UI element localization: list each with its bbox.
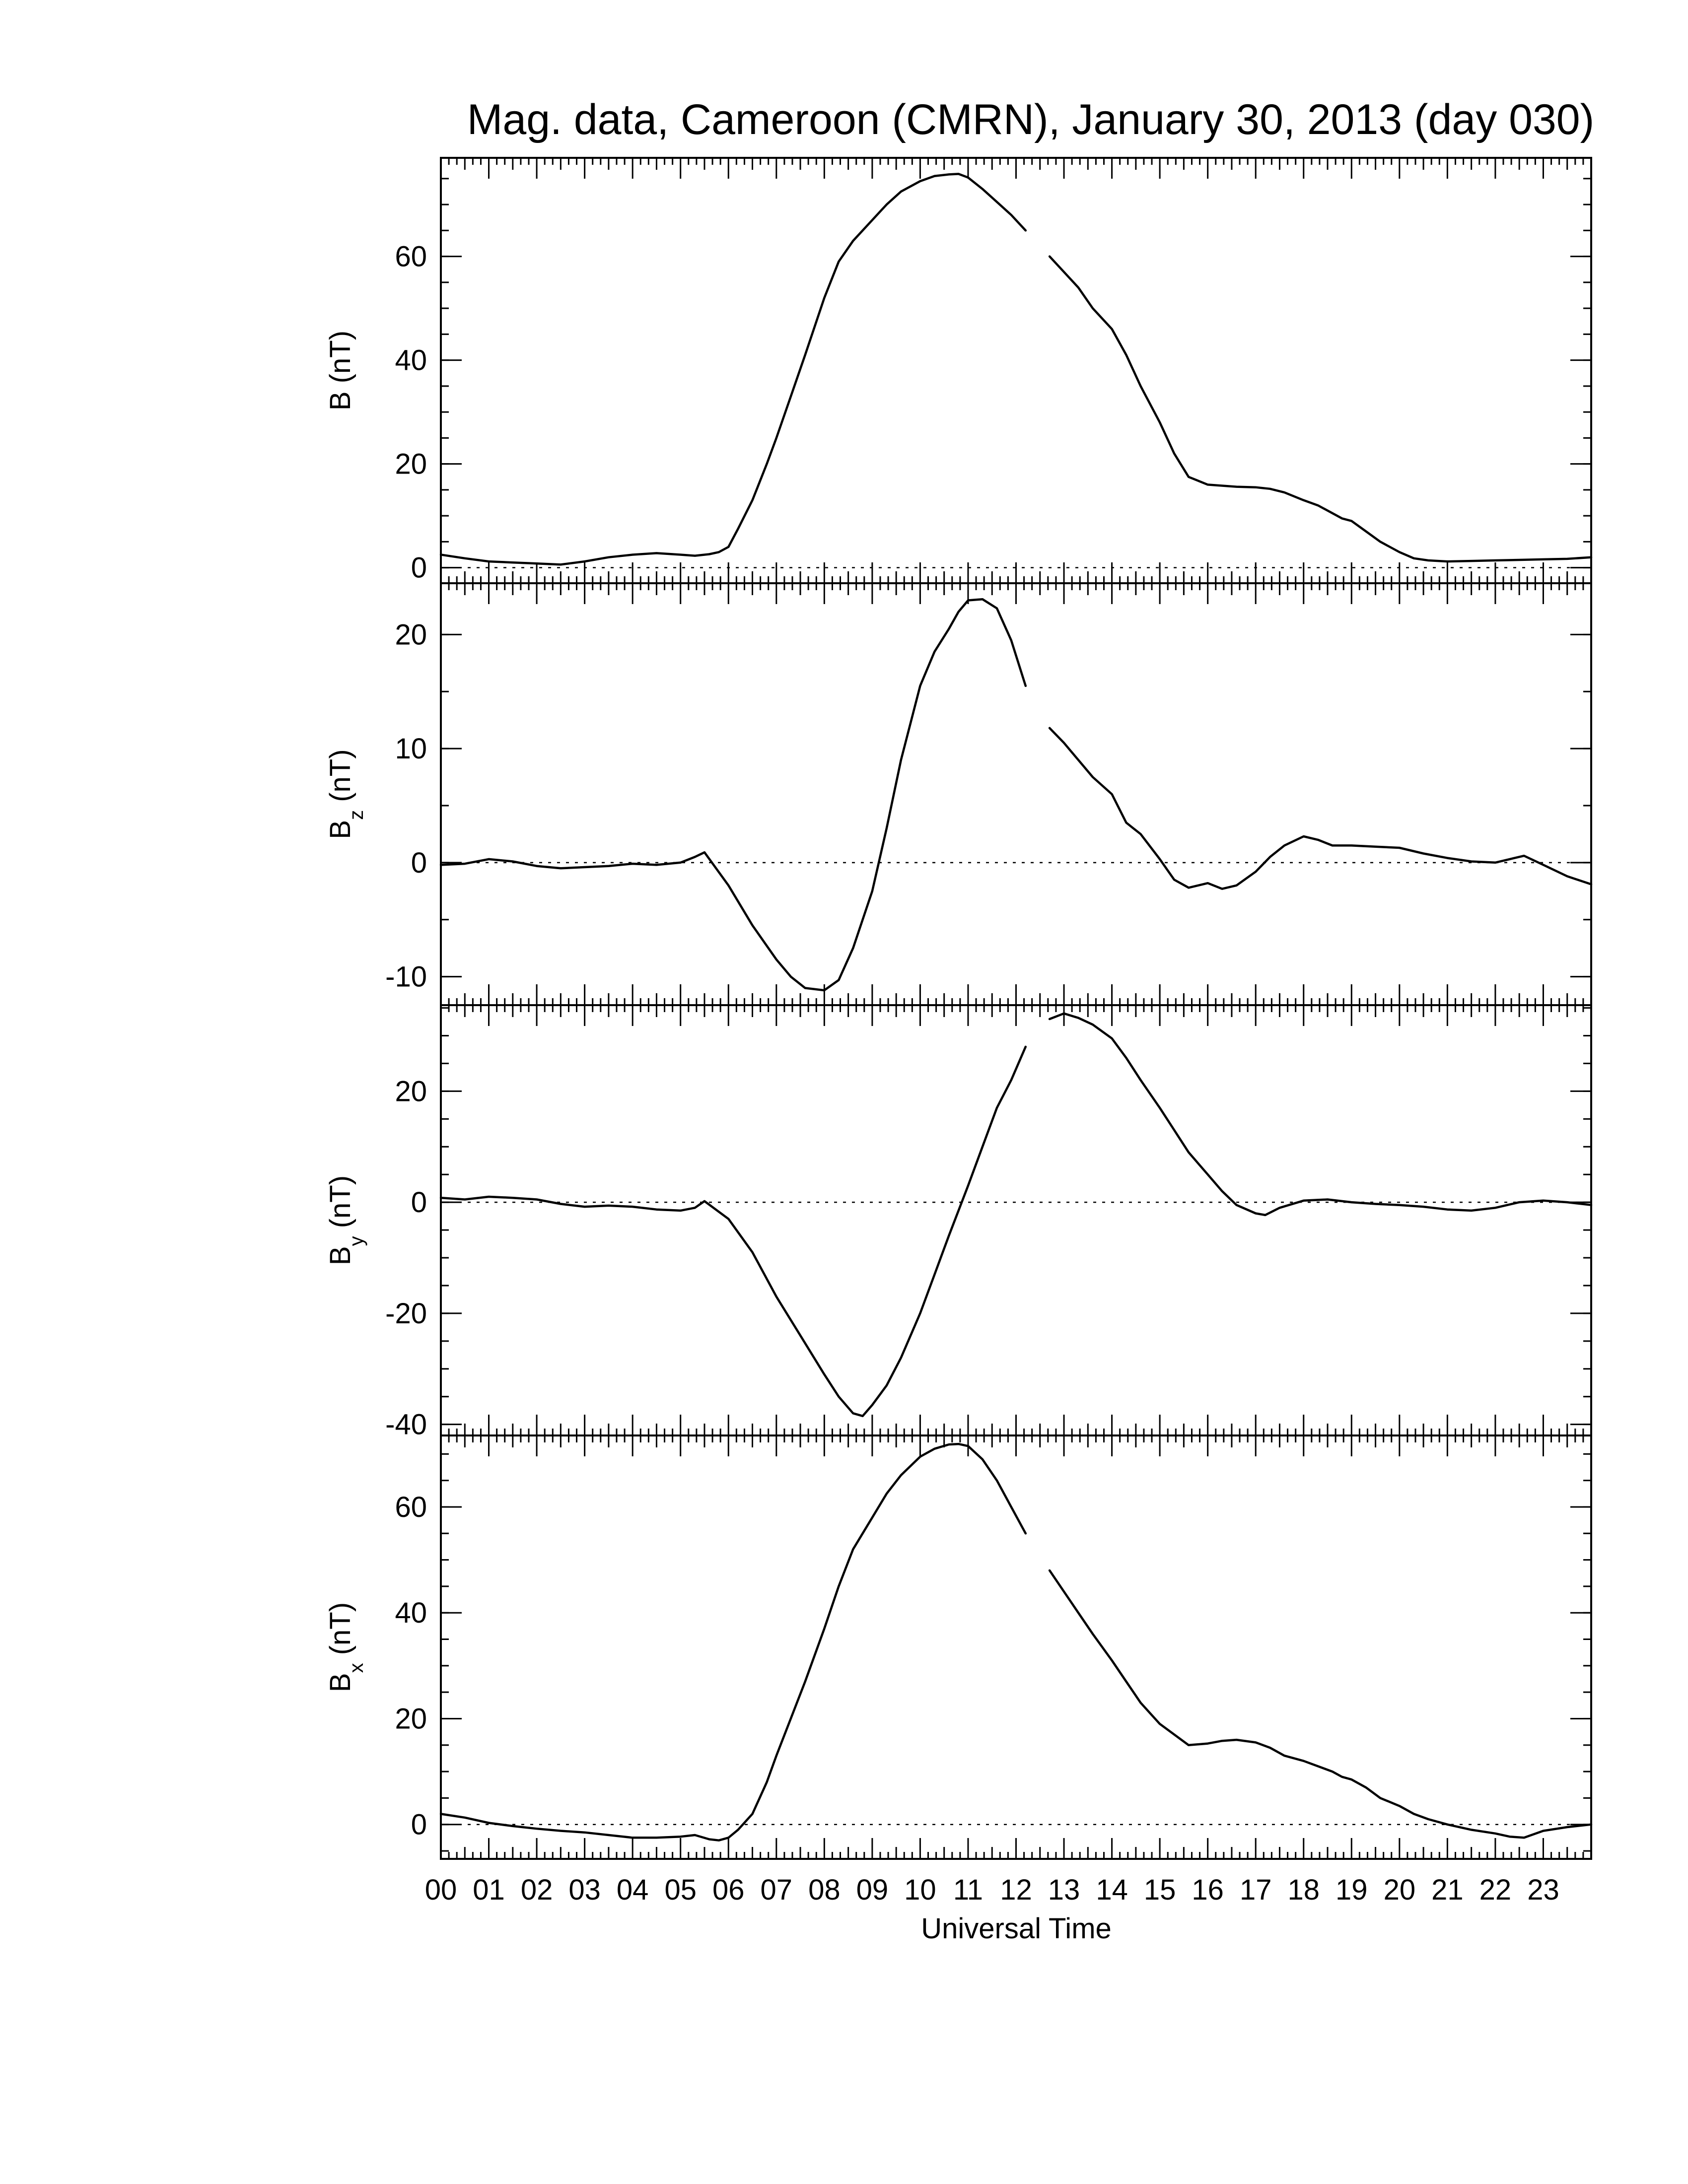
x-tick-label: 10 — [904, 1874, 936, 1906]
y-axis-label: Bx (nT) — [324, 1602, 367, 1692]
y-tick-label: 0 — [411, 552, 427, 584]
y-axis-label-subscript: z — [346, 810, 367, 820]
y-axis-label-symbol: B — [324, 1246, 356, 1265]
x-tick-label: 22 — [1479, 1874, 1512, 1906]
x-tick-label: 19 — [1336, 1874, 1368, 1906]
y-axis-label-symbol: B — [324, 1673, 356, 1692]
x-tick-label: 09 — [856, 1874, 889, 1906]
x-tick-label: 18 — [1287, 1874, 1320, 1906]
y-tick-label: 60 — [395, 1491, 427, 1523]
y-axis-label-symbol: B — [324, 391, 356, 410]
panel-bx: 0 20 40 60 Bx (nT) — [324, 1434, 1593, 1860]
y-tick-label: 60 — [395, 241, 427, 273]
x-tick-label: 23 — [1527, 1874, 1559, 1906]
data-trace-by-segment-2 — [1048, 1012, 1593, 1217]
data-trace-bz-segment-1 — [439, 598, 1027, 992]
panel-b: 0 20 40 60 B (nT) — [324, 157, 1593, 584]
y-axis-label-unit: (nT) — [324, 331, 356, 391]
chart-title: Mag. data, Cameroon (CMRN), January 30, … — [467, 96, 1595, 143]
y-axis-label-unit: (nT) — [324, 749, 356, 810]
x-tick-label: 21 — [1431, 1874, 1464, 1906]
x-tick-label: 11 — [953, 1874, 983, 1906]
y-tick-label: 10 — [395, 733, 427, 765]
x-axis-label: Universal Time — [921, 1912, 1112, 1945]
y-axis-label-subscript: y — [346, 1236, 367, 1246]
data-trace-bz-segment-2 — [1048, 727, 1593, 890]
x-tick-label: 01 — [473, 1874, 505, 1906]
y-tick-label: 0 — [411, 1809, 427, 1841]
data-trace-by-segment-1 — [439, 1045, 1027, 1418]
y-tick-label: -10 — [385, 961, 427, 993]
panel-frame — [440, 1434, 1592, 1860]
y-axis-label-symbol: B — [324, 820, 356, 839]
panel-frame — [440, 582, 1592, 1006]
y-tick-label: 20 — [395, 448, 427, 480]
x-tick-labels: 00 01 02 03 04 05 06 07 08 09 10 11 12 13 14 15 16 17 18 19… — [425, 1874, 1559, 1906]
panel-bz: -10 0 10 20 Bz (nT) — [324, 582, 1593, 1006]
y-tick-label: -20 — [385, 1297, 427, 1330]
y-tick-label: -40 — [385, 1409, 427, 1441]
x-tick-label: 03 — [568, 1874, 601, 1906]
y-axis-label-subscript: x — [346, 1663, 367, 1673]
y-tick-label: 20 — [395, 1075, 427, 1107]
y-tick-label: 40 — [395, 1597, 427, 1629]
x-tick-label: 12 — [1000, 1874, 1032, 1906]
data-trace-bx-segment-2 — [1048, 1569, 1593, 1839]
y-tick-label: 40 — [395, 344, 427, 377]
x-tick-label: 04 — [617, 1874, 649, 1906]
x-tick-label: 08 — [808, 1874, 841, 1906]
x-tick-label: 17 — [1240, 1874, 1272, 1906]
panel-by: -40 -20 0 20 By (nT) — [324, 1004, 1593, 1441]
y-tick-label: 20 — [395, 1703, 427, 1735]
x-tick-label: 06 — [712, 1874, 745, 1906]
x-tick-label: 07 — [761, 1874, 793, 1906]
y-tick-label: 0 — [411, 1186, 427, 1219]
data-trace-b-segment-1 — [439, 173, 1027, 566]
y-axis-label-unit: (nT) — [324, 1602, 356, 1663]
x-tick-label: 02 — [521, 1874, 553, 1906]
y-axis-label: B (nT) — [324, 331, 356, 410]
y-tick-label: 0 — [411, 847, 427, 879]
x-tick-label: 13 — [1048, 1874, 1080, 1906]
y-axis-label: Bz (nT) — [324, 749, 367, 839]
y-tick-label: 20 — [395, 618, 427, 651]
x-tick-label: 00 — [425, 1874, 457, 1906]
x-tick-label: 20 — [1384, 1874, 1416, 1906]
data-trace-bx-segment-1 — [439, 1442, 1027, 1842]
x-tick-label: 05 — [664, 1874, 697, 1906]
y-axis-label: By (nT) — [324, 1175, 367, 1265]
y-axis-label-unit: (nT) — [324, 1175, 356, 1236]
x-tick-label: 15 — [1144, 1874, 1176, 1906]
data-trace-b-segment-2 — [1048, 255, 1593, 563]
x-tick-label: 14 — [1096, 1874, 1128, 1906]
x-tick-label: 16 — [1192, 1874, 1224, 1906]
